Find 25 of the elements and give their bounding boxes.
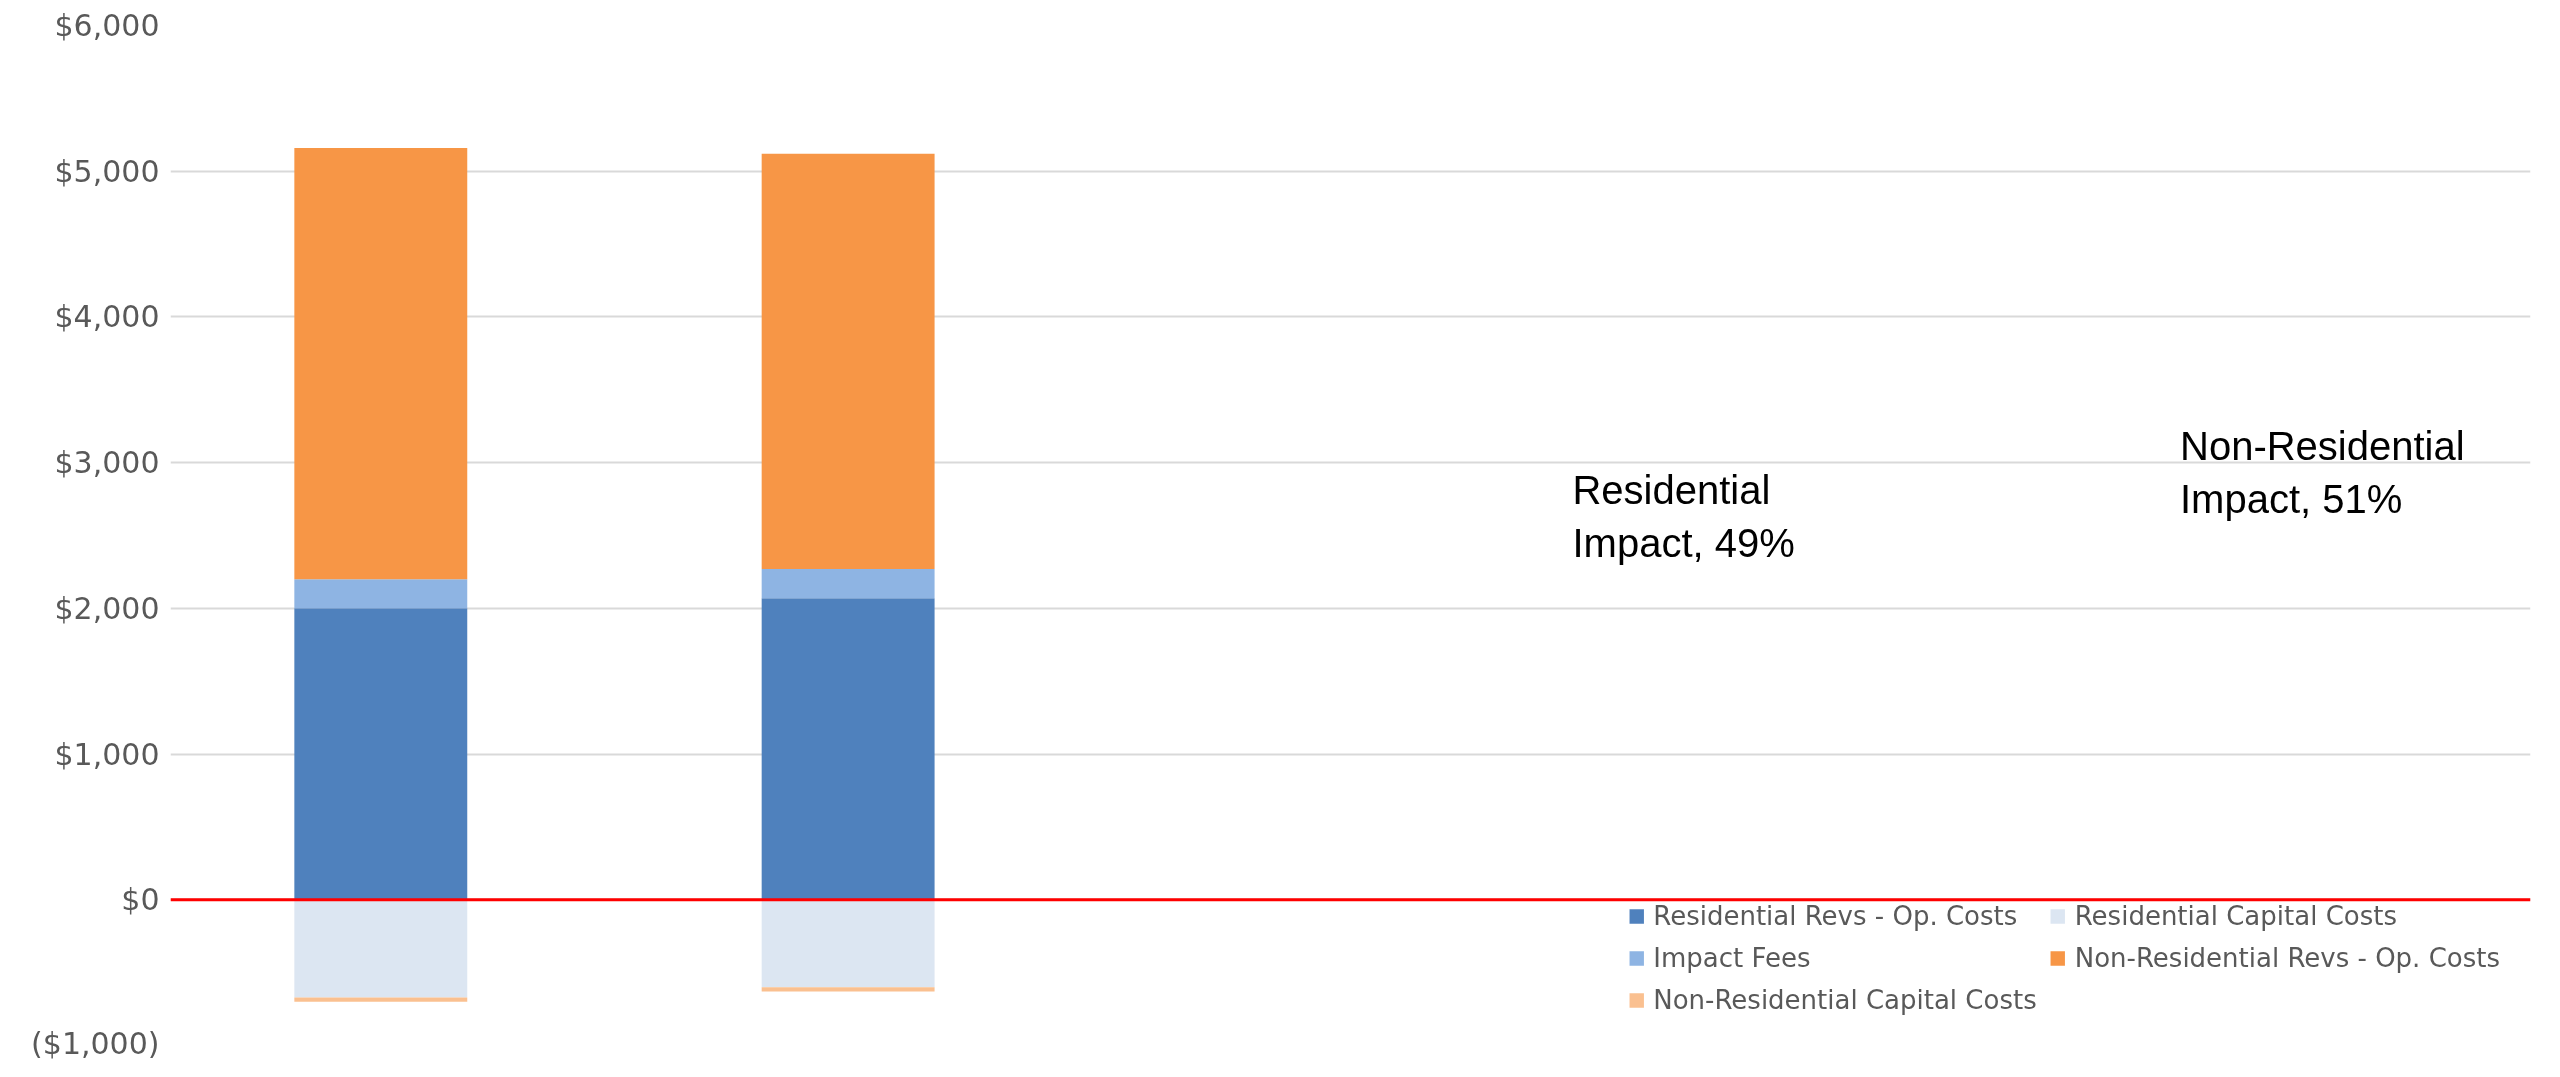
legend-label: Residential Revs - Op. Costs [1653, 901, 2018, 931]
y-tick-label: $6,000 [54, 8, 160, 43]
bar [294, 579, 468, 609]
y-tick-label: $4,000 [54, 299, 160, 335]
bar [761, 899, 935, 988]
y-tick-label: $5,000 [54, 153, 160, 189]
y-tick-label: ($1,000) [31, 1025, 160, 1061]
legend-label: Non-Residential Capital Costs [1653, 985, 2037, 1015]
bar [294, 997, 468, 1002]
legend-label: Residential Capital Costs [2074, 901, 2397, 931]
bar [761, 569, 935, 599]
y-tick-label: $1,000 [54, 736, 160, 772]
bar [761, 153, 935, 570]
bar [294, 147, 468, 580]
text: Residential Impact, 49% [1572, 467, 1795, 565]
bar [294, 899, 468, 998]
legend-label: Non-Residential Revs - Op. Costs [2074, 943, 2500, 973]
bar [761, 598, 935, 900]
bar [294, 608, 468, 900]
legend-label: Impact Fees [1653, 943, 1811, 973]
bar [761, 987, 935, 992]
y-tick-label: $3,000 [54, 445, 160, 481]
y-tick-label: $2,000 [54, 590, 160, 626]
y-tick-label: $0 [121, 882, 160, 918]
text: Non-Residential Impact, 51% [2180, 424, 2465, 521]
